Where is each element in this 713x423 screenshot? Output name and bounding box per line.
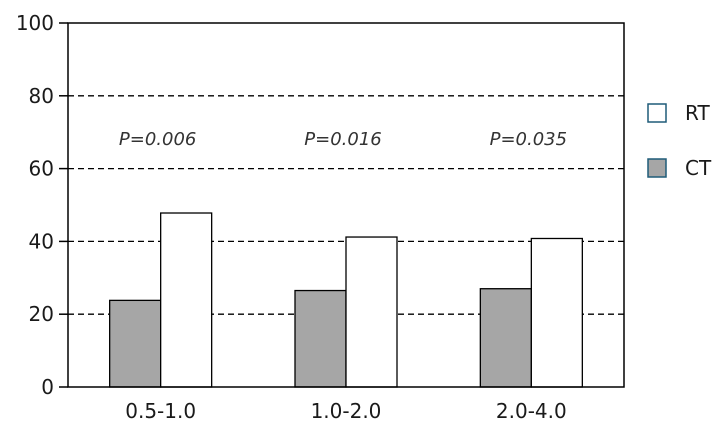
bar-ct-3 [479,288,532,388]
bar-rt-2 [345,236,398,388]
y-tick-label: 40 [29,229,54,253]
bar-ct-1 [109,299,162,388]
tick-labels: 0.5-1.0 1.0-2.0 2.0-4.0 0 20 40 60 80 100 [16,11,567,423]
p-value-annotations: P=0.006 P=0.016 P=0.035 [119,129,567,150]
p-value-label: P=0.016 [304,129,381,150]
legend-swatch-ct [647,158,667,178]
x-tick-label: 1.0-2.0 [311,399,382,423]
y-tick-label: 100 [16,11,54,35]
p-value-label: P=0.035 [490,129,567,150]
bar-rt-1 [160,212,213,388]
legend: RT CT [647,101,712,180]
x-tick-label: 2.0-4.0 [496,399,567,423]
legend-swatch-rt [647,103,667,123]
y-tick-label: 80 [29,84,54,108]
legend-label-rt: RT [685,101,710,125]
y-tick-label: 60 [29,157,54,181]
x-tick-label: 0.5-1.0 [125,399,196,423]
axes [59,22,625,388]
y-tick-label: 0 [41,375,54,399]
p-value-label: P=0.006 [119,129,196,150]
legend-label-ct: CT [685,156,712,180]
bar-rt-3 [530,237,583,388]
y-tick-label: 20 [29,302,54,326]
plot-frame [67,22,625,388]
bars [109,212,583,388]
bar-ct-2 [294,289,347,388]
